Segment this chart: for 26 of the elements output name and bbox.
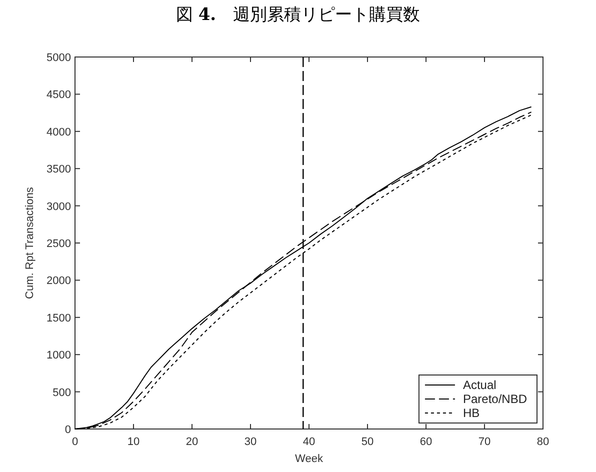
y-tick-label: 0 — [64, 424, 71, 436]
legend-label: Actual — [462, 378, 496, 392]
y-tick-label: 500 — [52, 386, 71, 399]
y-tick-label: 4000 — [46, 126, 71, 138]
x-tick-label: 20 — [186, 436, 198, 448]
y-axis-title: Cum. Rpt Transactions — [24, 186, 36, 299]
y-tick-label: 3500 — [46, 164, 71, 176]
y-tick-label: 4500 — [46, 89, 71, 102]
x-tick-label: 40 — [302, 436, 316, 448]
y-tick-label: 5000 — [46, 52, 71, 64]
y-tick-label: 2000 — [46, 275, 71, 288]
y-tick-label: 3000 — [46, 200, 71, 213]
x-tick-label: 60 — [420, 436, 432, 448]
y-tick-label: 1000 — [46, 350, 71, 362]
x-tick-label: 80 — [536, 436, 550, 448]
x-tick-label: 30 — [244, 436, 257, 448]
x-tick-label: 50 — [361, 436, 374, 448]
x-axis-title: Week — [295, 453, 324, 465]
y-tick-label: 2500 — [46, 238, 71, 250]
chart-title: 図 4. 週別累積リピート購買数 — [176, 5, 420, 25]
x-tick-label: 70 — [478, 436, 491, 448]
x-tick-label: 0 — [72, 436, 78, 448]
legend-label: HB — [462, 406, 480, 420]
x-tick-label: 10 — [127, 436, 140, 448]
legend-label: Pareto/NBD — [462, 392, 528, 406]
y-tick-label: 1500 — [46, 312, 71, 324]
